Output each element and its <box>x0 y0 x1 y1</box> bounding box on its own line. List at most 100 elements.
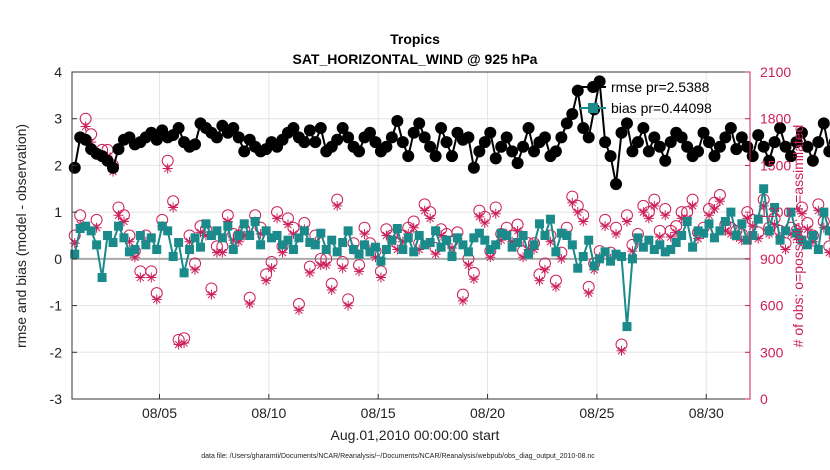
rmse-point <box>227 122 240 135</box>
bias-point <box>343 226 353 236</box>
legend-bias-marker <box>588 103 598 113</box>
obs-assimilated-point <box>693 233 704 244</box>
rmse-point <box>424 140 437 153</box>
tick-label-left: -3 <box>50 391 63 407</box>
obs-assimilated-point <box>660 210 671 221</box>
rmse-point <box>107 161 120 174</box>
tick-label-x: 08/05 <box>142 405 177 421</box>
obs-assimilated-point <box>550 281 561 292</box>
bias-point <box>606 256 616 266</box>
bias-point <box>573 263 583 273</box>
rmse-point <box>342 131 355 144</box>
rmse-point <box>303 124 316 137</box>
bias-point <box>737 219 747 229</box>
rmse-point <box>620 117 633 130</box>
bias-point <box>447 252 457 262</box>
obs-assimilated-point <box>534 275 545 286</box>
bias-point <box>414 231 424 240</box>
obs-assimilated-point <box>621 216 632 227</box>
rmse-point <box>724 122 737 135</box>
obs-assimilated-point <box>742 213 753 224</box>
rmse-point <box>429 150 442 163</box>
obs-assimilated-point <box>725 228 736 239</box>
bias-point <box>267 233 277 243</box>
tick-label-right: 0 <box>760 391 768 407</box>
obs-assimilated-point <box>496 235 507 246</box>
rmse-point <box>500 131 513 144</box>
rmse-point <box>806 154 819 167</box>
rmse-point <box>150 133 163 146</box>
tick-label-left: 0 <box>54 251 62 267</box>
bias-point <box>179 268 189 278</box>
obs-assimilated-point <box>124 236 135 247</box>
obs-assimilated-point <box>332 200 343 211</box>
obs-assimilated-point <box>780 244 791 255</box>
bias-point <box>655 240 665 250</box>
bias-point <box>223 221 233 231</box>
rmse-point <box>232 131 245 144</box>
obs-assimilated-point <box>643 213 654 224</box>
obs-assimilated-point <box>539 264 550 275</box>
bias-point <box>677 231 687 240</box>
rmse-point <box>478 136 491 149</box>
bias-point <box>436 242 446 252</box>
obs-assimilated-point <box>720 225 731 236</box>
rmse-point <box>631 136 644 149</box>
obs-assimilated-point <box>80 121 91 132</box>
obs-assimilated-point <box>184 236 195 247</box>
rmse-point <box>112 143 125 156</box>
legend-rmse-marker <box>587 81 599 93</box>
rmse-point <box>757 140 770 153</box>
bias-point <box>370 242 380 252</box>
obs-assimilated-point <box>523 244 534 255</box>
tick-label-x: 08/20 <box>470 405 505 421</box>
y-axis-label-right: # of obs: o=possible; ∗=assimilated <box>790 125 806 348</box>
obs-assimilated-point <box>375 272 386 283</box>
obs-assimilated-point <box>436 230 447 241</box>
obs-assimilated-point <box>195 227 206 238</box>
bias-point <box>425 238 435 248</box>
obs-assimilated-point <box>572 207 583 218</box>
rmse-point <box>664 136 677 149</box>
obs-assimilated-point <box>430 249 441 260</box>
bias-point <box>338 238 348 248</box>
bias-point <box>715 226 725 236</box>
rmse-point <box>735 131 748 144</box>
bias-point <box>682 216 692 226</box>
obs-assimilated-point <box>447 242 458 253</box>
obs-assimilated-point <box>304 267 315 278</box>
bias-point <box>442 235 452 245</box>
bias-point <box>124 247 134 257</box>
bias-point <box>688 242 698 252</box>
bias-point <box>704 219 714 229</box>
obs-assimilated-point <box>135 272 146 283</box>
obs-assimilated-point <box>457 295 468 306</box>
bias-point <box>824 226 830 236</box>
bias-point <box>781 226 791 236</box>
bias-point <box>288 245 298 255</box>
bias-point <box>562 231 572 240</box>
bias-point <box>496 228 506 238</box>
obs-assimilated-point <box>671 227 682 238</box>
rmse-point <box>380 140 393 153</box>
bias-point <box>349 245 359 255</box>
bias-point <box>480 235 490 245</box>
obs-assimilated-point <box>703 210 714 221</box>
bias-point <box>813 245 823 255</box>
obs-assimilated-point <box>321 260 332 271</box>
bias-point <box>452 233 462 243</box>
obs-assimilated-point <box>474 211 485 222</box>
obs-assimilated-point <box>425 213 436 224</box>
rmse-point <box>336 122 349 135</box>
rmse-point <box>823 145 830 158</box>
rmse-point <box>68 161 81 174</box>
rmse-point <box>440 136 453 149</box>
rmse-point <box>353 145 366 158</box>
obs-assimilated-point <box>228 235 239 246</box>
rmse-point <box>473 145 486 158</box>
rmse-point <box>675 131 688 144</box>
bias-point <box>529 240 539 250</box>
obs-assimilated-point <box>315 260 326 271</box>
rmse-point <box>467 161 480 174</box>
bias-point <box>638 242 648 252</box>
